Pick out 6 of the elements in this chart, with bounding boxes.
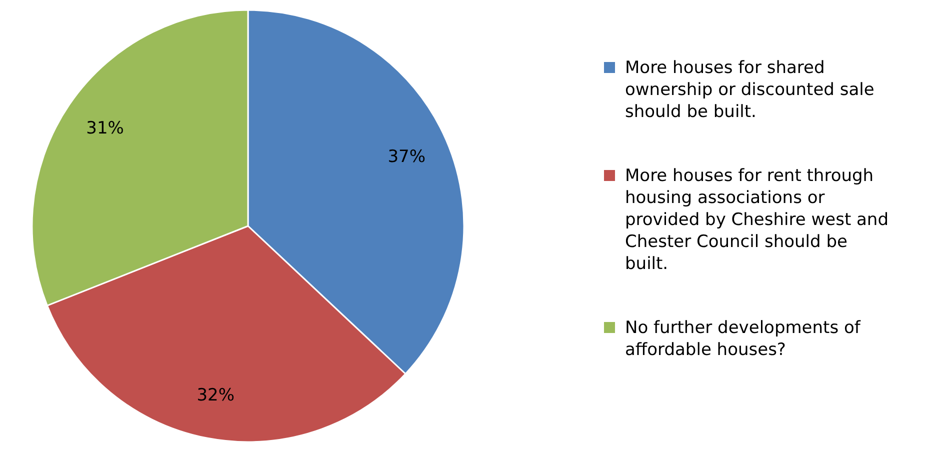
data-label: 37% [388,147,426,168]
legend-label: No further developments of affordable houses? [625,318,862,360]
data-label: 31% [86,118,124,139]
legend-label: More houses for shared ownership or discounted sale should be built. [625,58,874,122]
legend-label: More houses for rent through housing associations or provided by Cheshire west and Chester Council should be built. [625,166,888,274]
data-label: 32% [196,385,235,406]
